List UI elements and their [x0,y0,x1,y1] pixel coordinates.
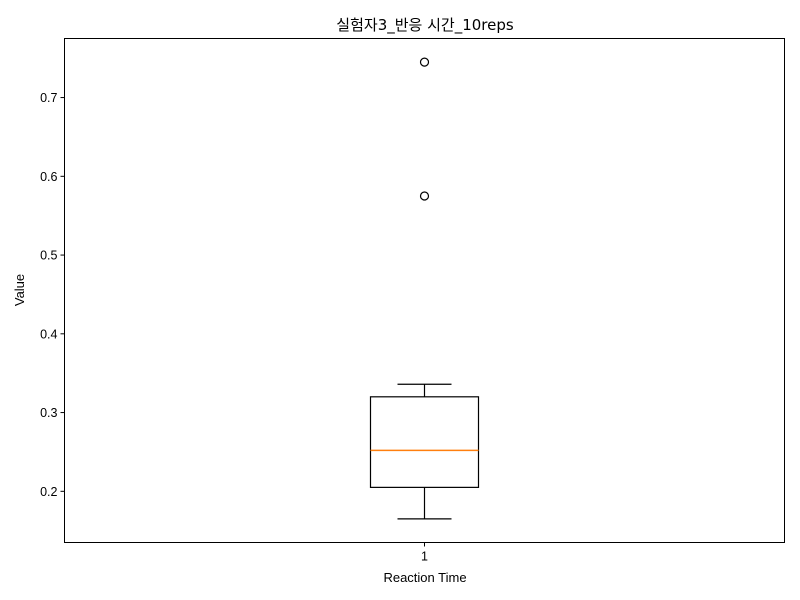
x-axis: 1 [421,542,428,564]
iqr-box [369,396,480,488]
y-axis-label: Value [12,274,27,306]
plot-frame [64,38,785,543]
chart-title: 실험자3_반응 시간_10reps [336,16,514,35]
y-tick-label: 0.4 [40,327,57,341]
x-axis-label: Reaction Time [383,570,466,585]
box-group [369,57,480,520]
outlier-point [419,191,430,201]
outlier-point [419,57,430,67]
y-tick-label: 0.3 [40,406,57,420]
x-tick-label: 1 [421,550,428,564]
y-tick-label: 0.6 [40,170,57,184]
y-tick-label: 0.7 [40,91,57,105]
y-tick-label: 0.5 [40,249,57,263]
y-axis: 0.2 0.3 0.4 0.5 0.6 0.7 [40,91,65,499]
y-tick-label: 0.2 [40,485,57,499]
